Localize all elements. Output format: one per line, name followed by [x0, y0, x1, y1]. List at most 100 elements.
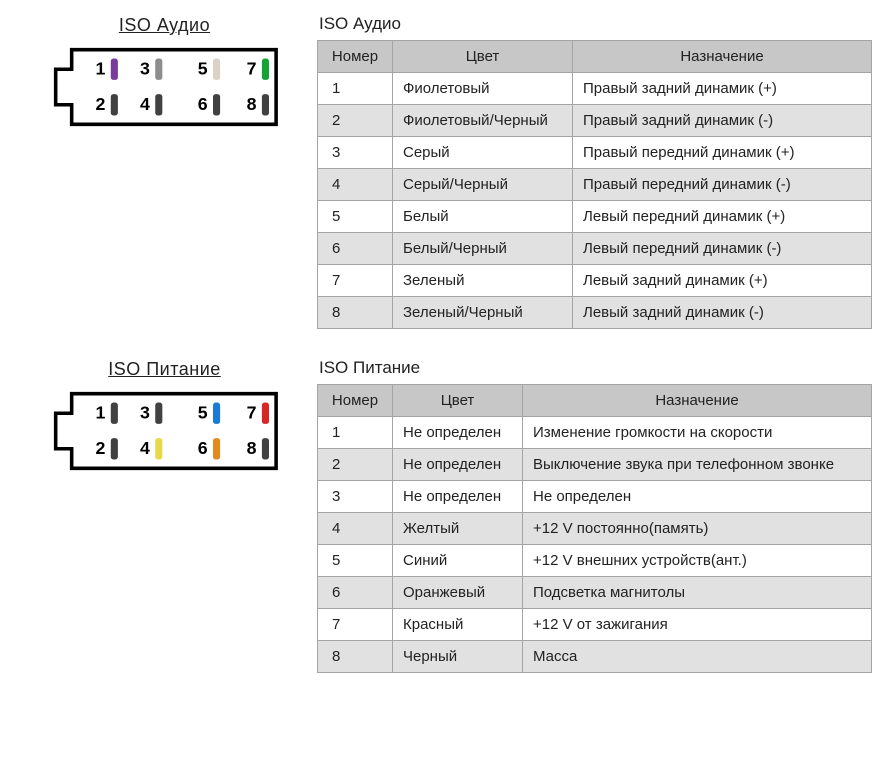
audio-cell-num: 8 — [318, 297, 393, 329]
power-table-row: 6ОранжевыйПодсветка магнитолы — [318, 577, 872, 609]
audio-cell-assign: Правый задний динамик (+) — [573, 73, 872, 105]
power-cell-num: 1 — [318, 417, 393, 449]
power-cell-num: 4 — [318, 513, 393, 545]
audio-table-panel: ISO Аудио Номер Цвет Назначение 1Фиолето… — [317, 10, 872, 329]
power-pin-7 — [261, 403, 268, 424]
audio-cell-color: Серый — [393, 137, 573, 169]
power-pin-4 — [155, 438, 162, 459]
audio-cell-num: 6 — [318, 233, 393, 265]
audio-connector-title: ISO Аудио — [12, 15, 317, 36]
power-cell-assign: +12 V постоянно(память) — [523, 513, 872, 545]
power-table-row: 7Красный+12 V от зажигания — [318, 609, 872, 641]
audio-cell-num: 4 — [318, 169, 393, 201]
power-table-row: 2Не определенВыключение звука при телефо… — [318, 449, 872, 481]
audio-header-num: Номер — [318, 41, 393, 73]
audio-pin-2 — [110, 94, 117, 115]
power-cell-assign: Подсветка магнитолы — [523, 577, 872, 609]
audio-table-row: 8Зеленый/ЧерныйЛевый задний динамик (-) — [318, 297, 872, 329]
power-pin-label-1: 1 — [95, 403, 105, 423]
audio-header-color: Цвет — [393, 41, 573, 73]
audio-pin-6 — [213, 94, 220, 115]
power-cell-assign: Не определен — [523, 481, 872, 513]
audio-pin-4 — [155, 94, 162, 115]
audio-pin-label-6: 6 — [197, 94, 207, 114]
power-cell-num: 7 — [318, 609, 393, 641]
power-connector-diagram: 13572468 — [45, 386, 285, 476]
power-connector-outline — [55, 394, 275, 469]
audio-cell-assign: Правый передний динамик (+) — [573, 137, 872, 169]
audio-cell-assign: Левый передний динамик (+) — [573, 201, 872, 233]
power-connector-title: ISO Питание — [12, 359, 317, 380]
power-cell-assign: Изменение громкости на скорости — [523, 417, 872, 449]
audio-pin-label-2: 2 — [95, 94, 105, 114]
audio-cell-color: Зеленый/Черный — [393, 297, 573, 329]
audio-cell-color: Белый/Черный — [393, 233, 573, 265]
power-pinout-table: Номер Цвет Назначение 1Не определенИзмен… — [317, 384, 872, 673]
power-table-row: 4Желтый+12 V постоянно(память) — [318, 513, 872, 545]
audio-pin-3 — [155, 59, 162, 80]
audio-pin-1 — [110, 59, 117, 80]
power-table-row: 3Не определенНе определен — [318, 481, 872, 513]
audio-header-assign: Назначение — [573, 41, 872, 73]
power-table-row: 5Синий+12 V внешних устройств(ант.) — [318, 545, 872, 577]
power-pin-label-3: 3 — [139, 403, 149, 423]
power-pin-label-2: 2 — [95, 438, 105, 458]
audio-cell-assign: Левый задний динамик (+) — [573, 265, 872, 297]
power-cell-color: Не определен — [393, 449, 523, 481]
power-cell-color: Черный — [393, 641, 523, 673]
power-table-header-row: Номер Цвет Назначение — [318, 385, 872, 417]
audio-cell-assign: Правый передний динамик (-) — [573, 169, 872, 201]
audio-cell-num: 5 — [318, 201, 393, 233]
audio-table-row: 3СерыйПравый передний динамик (+) — [318, 137, 872, 169]
power-cell-color: Красный — [393, 609, 523, 641]
power-cell-color: Не определен — [393, 417, 523, 449]
audio-pin-label-4: 4 — [139, 94, 149, 114]
power-cell-num: 5 — [318, 545, 393, 577]
audio-connector-diagram: 13572468 — [45, 42, 285, 132]
power-cell-assign: +12 V внешних устройств(ант.) — [523, 545, 872, 577]
power-cell-num: 8 — [318, 641, 393, 673]
power-pin-label-8: 8 — [246, 438, 256, 458]
audio-cell-color: Белый — [393, 201, 573, 233]
power-connector-panel: ISO Питание 13572468 — [12, 354, 317, 476]
audio-table-title: ISO Аудио — [319, 14, 872, 34]
power-cell-num: 3 — [318, 481, 393, 513]
power-cell-color: Желтый — [393, 513, 523, 545]
power-pin-5 — [213, 403, 220, 424]
power-cell-num: 6 — [318, 577, 393, 609]
power-cell-assign: Выключение звука при телефонном звонке — [523, 449, 872, 481]
audio-cell-color: Серый/Черный — [393, 169, 573, 201]
audio-pin-8 — [261, 94, 268, 115]
audio-pin-7 — [261, 59, 268, 80]
power-table-title: ISO Питание — [319, 358, 872, 378]
power-cell-assign: +12 V от зажигания — [523, 609, 872, 641]
audio-table-row: 2Фиолетовый/ЧерныйПравый задний динамик … — [318, 105, 872, 137]
audio-connector-panel: ISO Аудио 13572468 — [12, 10, 317, 132]
audio-pin-5 — [213, 59, 220, 80]
power-pin-label-6: 6 — [197, 438, 207, 458]
power-pin-3 — [155, 403, 162, 424]
audio-pin-label-5: 5 — [197, 59, 207, 79]
audio-table-row: 7ЗеленыйЛевый задний динамик (+) — [318, 265, 872, 297]
power-header-num: Номер — [318, 385, 393, 417]
power-cell-color: Синий — [393, 545, 523, 577]
power-header-color: Цвет — [393, 385, 523, 417]
power-pin-2 — [110, 438, 117, 459]
iso-audio-section: ISO Аудио 13572468 ISO Аудио Номер Цвет … — [12, 10, 872, 329]
power-pin-label-4: 4 — [139, 438, 149, 458]
audio-table-row: 5БелыйЛевый передний динамик (+) — [318, 201, 872, 233]
audio-cell-num: 3 — [318, 137, 393, 169]
audio-table-row: 6Белый/ЧерныйЛевый передний динамик (-) — [318, 233, 872, 265]
audio-connector-outline — [55, 50, 275, 125]
audio-cell-color: Фиолетовый — [393, 73, 573, 105]
power-pin-1 — [110, 403, 117, 424]
audio-cell-color: Фиолетовый/Черный — [393, 105, 573, 137]
audio-table-row: 4Серый/ЧерныйПравый передний динамик (-) — [318, 169, 872, 201]
power-header-assign: Назначение — [523, 385, 872, 417]
power-cell-color: Оранжевый — [393, 577, 523, 609]
power-cell-color: Не определен — [393, 481, 523, 513]
audio-pin-label-3: 3 — [139, 59, 149, 79]
power-pin-6 — [213, 438, 220, 459]
iso-power-section: ISO Питание 1 3 5 7 2 4 6 8 ISO Питание Номер Ц… — [12, 354, 872, 673]
audio-pin-label-8: 8 — [246, 94, 256, 114]
